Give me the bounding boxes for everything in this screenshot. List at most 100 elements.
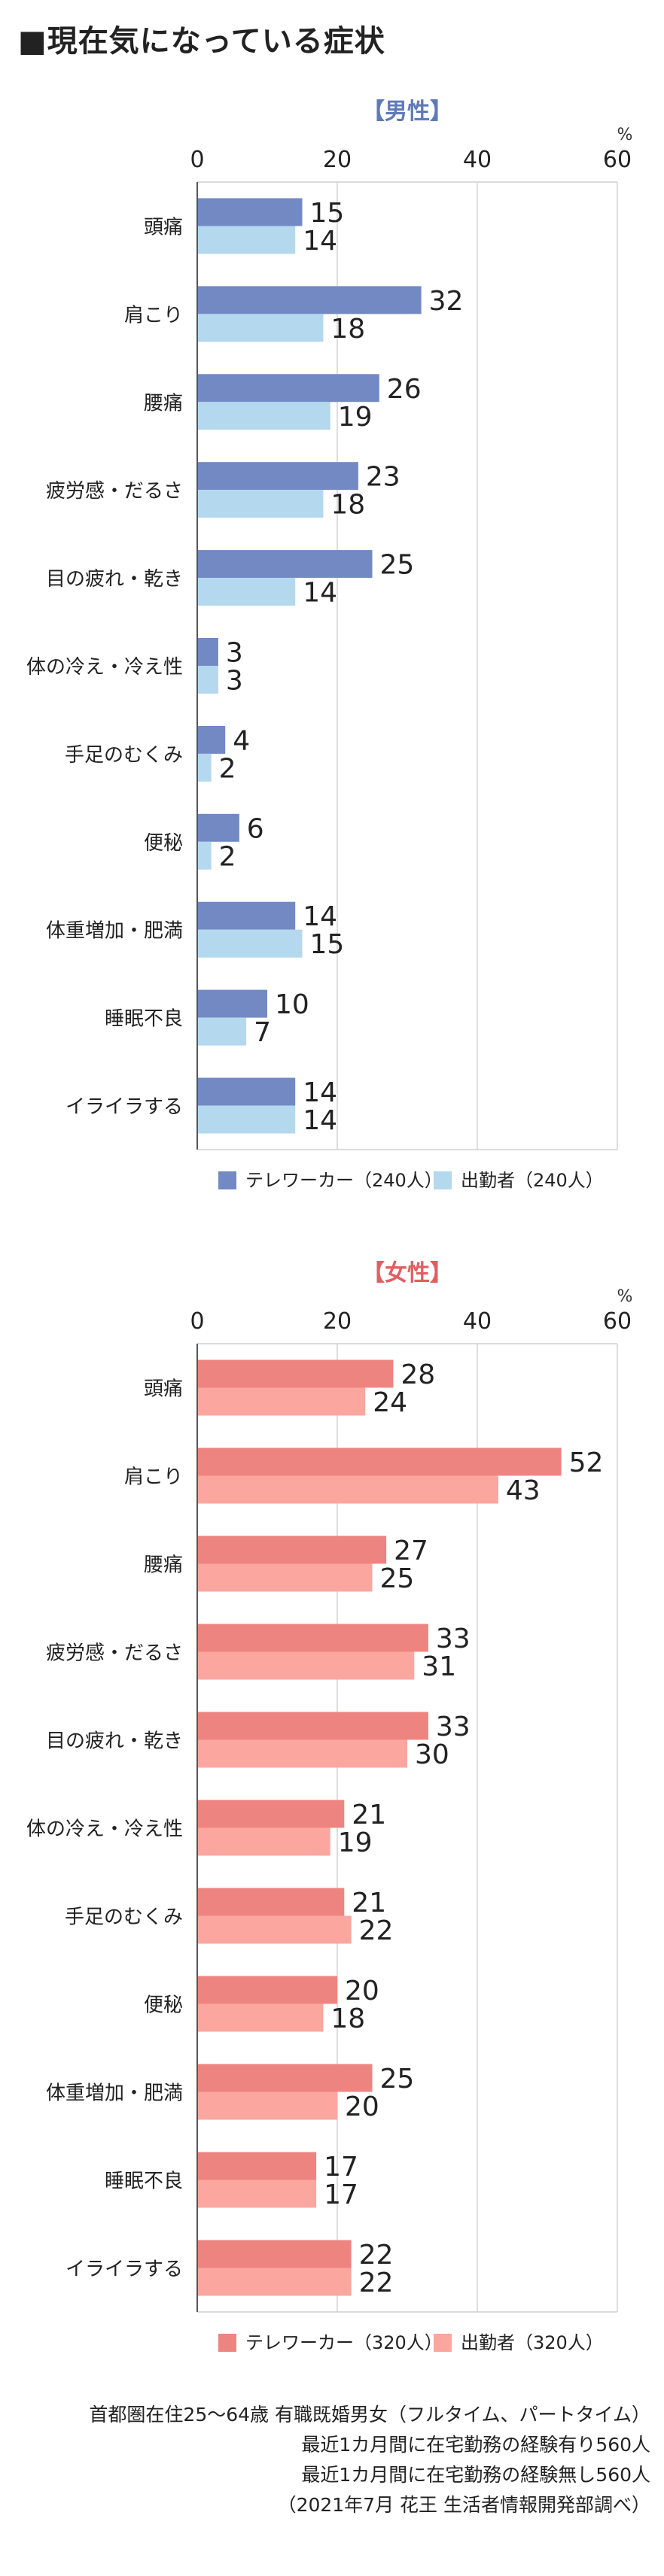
legend-swatch: [218, 2334, 236, 2352]
source-line: （2021年7月 花王 生活者情報開発部調べ）: [277, 2494, 650, 2516]
bar: [197, 490, 324, 518]
unit-label: %: [617, 1287, 633, 1306]
bar: [197, 1888, 345, 1916]
data-label: 15: [310, 929, 345, 960]
category-label: 腰痛: [144, 1554, 183, 1577]
bar: [197, 1976, 337, 2004]
data-label: 23: [366, 462, 401, 493]
data-label: 20: [345, 2091, 379, 2122]
bar: [197, 1827, 330, 1856]
data-label: 33: [436, 1624, 471, 1654]
category-label: 頭痛: [144, 1378, 183, 1401]
bar: [197, 989, 267, 1018]
data-label: 21: [352, 1800, 386, 1830]
data-label: 14: [303, 578, 337, 609]
data-label: 18: [330, 314, 365, 345]
data-label: 20: [345, 1976, 379, 2006]
data-label: 6: [247, 813, 264, 844]
bar: [197, 1739, 407, 1768]
bar: [197, 1624, 428, 1652]
legend-label: 出勤者（240人）: [461, 1170, 604, 1191]
panel-title: 【女性】: [362, 1260, 452, 1286]
data-label: 31: [422, 1651, 456, 1682]
x-tick-label: 60: [603, 147, 632, 173]
bar: [197, 2152, 317, 2180]
data-label: 19: [338, 1827, 373, 1858]
legend-swatch: [218, 1171, 236, 1189]
x-tick-label: 40: [463, 1308, 492, 1335]
source-line: 最近1カ月間に在宅勤務の経験無し560人: [301, 2464, 650, 2486]
bar: [197, 1359, 394, 1388]
x-tick-label: 60: [603, 1308, 632, 1335]
category-label: 肩こり: [124, 1466, 183, 1489]
bar: [197, 725, 226, 754]
category-label: 体の冷え・冷え性: [26, 1818, 183, 1841]
bar: [197, 374, 379, 402]
bar: [197, 638, 218, 666]
data-label: 27: [394, 1536, 428, 1566]
data-label: 7: [254, 1017, 271, 1048]
bar: [197, 841, 212, 870]
bar: [197, 1387, 366, 1416]
data-label: 10: [275, 989, 309, 1020]
bar: [197, 666, 218, 694]
panel-title: 【男性】: [362, 99, 452, 125]
data-label: 25: [380, 2064, 415, 2095]
bar: [197, 1077, 296, 1106]
data-label: 30: [415, 1739, 449, 1770]
category-label: 手足のむくみ: [65, 744, 183, 767]
legend-swatch: [434, 1171, 452, 1189]
bar: [197, 813, 239, 842]
category-label: イライラする: [65, 2259, 183, 2281]
data-label: 4: [233, 725, 250, 756]
data-label: 15: [310, 198, 345, 229]
bar: [197, 2240, 352, 2268]
bar: [197, 550, 373, 579]
unit-label: %: [617, 126, 633, 144]
legend-label: 出勤者（320人）: [461, 2332, 604, 2353]
bar: [197, 2003, 324, 2032]
bar: [197, 402, 330, 430]
category-label: 睡眠不良: [105, 2170, 183, 2193]
category-label: 手足のむくみ: [65, 1906, 183, 1929]
source-line: 最近1カ月間に在宅勤務の経験有り560人: [301, 2434, 650, 2456]
data-label: 18: [330, 2003, 365, 2034]
bar: [197, 1712, 428, 1740]
bar: [197, 1105, 296, 1134]
data-label: 22: [359, 2240, 394, 2271]
bar: [197, 462, 358, 491]
category-label: イライラする: [65, 1096, 183, 1119]
x-tick-label: 0: [190, 147, 204, 173]
legend-swatch: [434, 2334, 452, 2352]
data-label: 21: [352, 1888, 386, 1918]
category-label: 疲労感・だるさ: [46, 1642, 183, 1665]
bar: [197, 1915, 352, 1944]
bar: [197, 1475, 498, 1504]
data-label: 17: [324, 2152, 358, 2183]
data-label: 26: [387, 374, 422, 405]
category-label: 体重増加・肥満: [46, 920, 183, 943]
data-label: 25: [380, 550, 415, 581]
category-label: 目の疲れ・乾き: [46, 568, 183, 591]
data-label: 28: [401, 1359, 435, 1390]
bar: [197, 1536, 387, 1564]
source-notes: 首都圏在住25〜64歳 有職既婚男女（フルタイム、パートタイム） 最近1カ月間に…: [89, 2400, 650, 2520]
legend-label: テレワーカー（320人）: [245, 2332, 443, 2353]
bar: [197, 901, 296, 930]
category-label: 目の疲れ・乾き: [46, 1730, 183, 1753]
page-title: ■現在気になっている症状: [18, 24, 385, 59]
data-label: 25: [380, 1563, 415, 1594]
bar: [197, 753, 212, 782]
bar: [197, 286, 422, 314]
data-label: 19: [338, 402, 373, 433]
x-tick-label: 20: [323, 1308, 352, 1335]
data-label: 32: [429, 286, 464, 317]
data-label: 14: [303, 226, 337, 257]
category-label: 便秘: [144, 1994, 183, 2017]
data-label: 2: [219, 841, 236, 872]
bar: [197, 2091, 337, 2120]
data-label: 3: [226, 638, 243, 669]
data-label: 18: [330, 490, 365, 521]
bar: [197, 198, 303, 226]
